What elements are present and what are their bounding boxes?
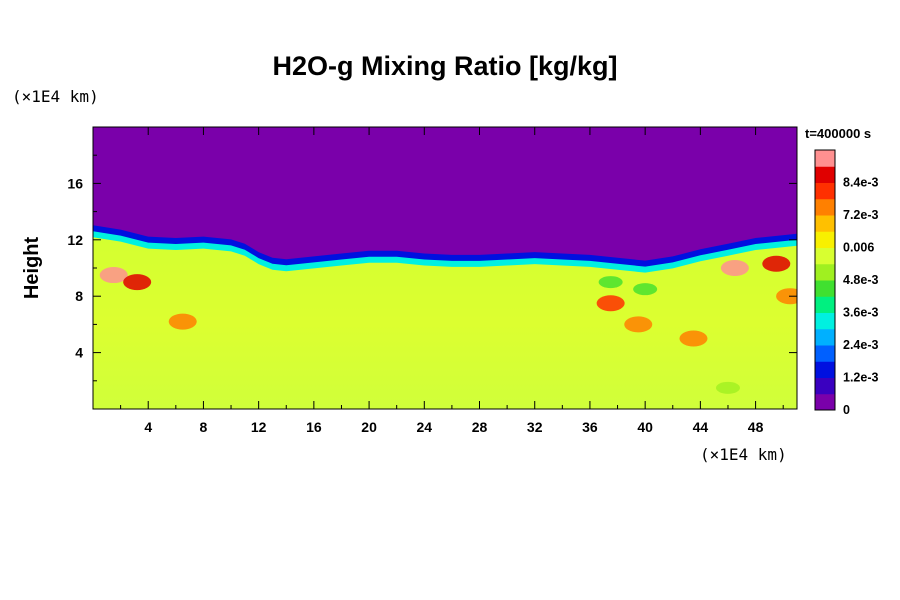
x-tick-label: 40 [637,419,653,435]
y-tick-label: 16 [67,175,83,191]
colorbar-segment [815,182,835,200]
interface-cyan-band [93,231,797,275]
colorbar-segment [815,247,835,265]
colorbar-segment [815,345,835,362]
colorbar-frame [814,149,836,411]
y-tick-label: 8 [75,288,83,304]
colorbar-tick-label: 4.8e-3 [843,273,878,287]
colorbar-segment [815,280,835,297]
colorbar-segment [815,393,835,411]
colorbar-segment [815,231,835,248]
high-value-patch [720,260,749,276]
x-tick-label: 48 [748,419,764,435]
colorbar-segment [815,312,835,330]
x-tick-label: 36 [582,419,598,435]
time-label: t=400000 s [805,126,871,141]
high-value-patch [679,330,708,347]
low-value-patch [633,283,658,296]
colorbar-segment [815,361,835,378]
y-tick-label: 4 [75,345,83,361]
colorbar-tick-label: 0.006 [843,241,874,255]
colorbar-segment [815,166,835,183]
colorbar-segment [815,328,835,346]
colorbar-tick-label: 2.4e-3 [843,338,878,352]
colorbar-segment [815,377,835,395]
low-value-patch [598,276,623,289]
colorbar-tick-label: 8.4e-3 [843,176,878,190]
y-tick-label: 12 [67,232,83,248]
y-unit-label: (×1E4 km) [12,87,99,106]
high-value-patch [624,316,653,333]
colorbar-segment [815,263,835,281]
colorbar-segment [815,215,835,232]
x-tick-label: 4 [144,419,152,435]
high-value-patch [596,295,625,312]
high-value-patch [99,267,128,284]
x-tick-label: 8 [200,419,208,435]
high-value-patch [168,313,197,330]
x-tick-label: 16 [306,419,322,435]
interface-blue-band [93,225,797,271]
high-value-patch [776,288,797,305]
plot-area [93,127,797,409]
high-value-patch [762,255,791,272]
colorbar-tick-label: 7.2e-3 [843,208,878,222]
colorbar-segment [815,296,835,313]
high-value-patch [123,274,152,291]
x-tick-label: 20 [361,419,377,435]
colorbar-tick-label: 0 [843,403,850,417]
colorbar-tick-label: 1.2e-3 [843,371,878,385]
colorbar-segment [815,150,835,167]
x-tick-label: 12 [251,419,267,435]
x-tick-label: 28 [472,419,488,435]
x-tick-label: 24 [417,419,433,435]
chart-title: H2O-g Mixing Ratio [kg/kg] [272,51,617,81]
x-tick-label: 44 [693,419,709,435]
colorbar-tick-label: 3.6e-3 [843,306,878,320]
y-axis-label: Height [21,237,43,300]
colorbar-segment [815,198,835,216]
x-tick-label: 32 [527,419,543,435]
low-value-patch [715,381,740,394]
x-unit-label: (×1E4 km) [700,445,787,464]
